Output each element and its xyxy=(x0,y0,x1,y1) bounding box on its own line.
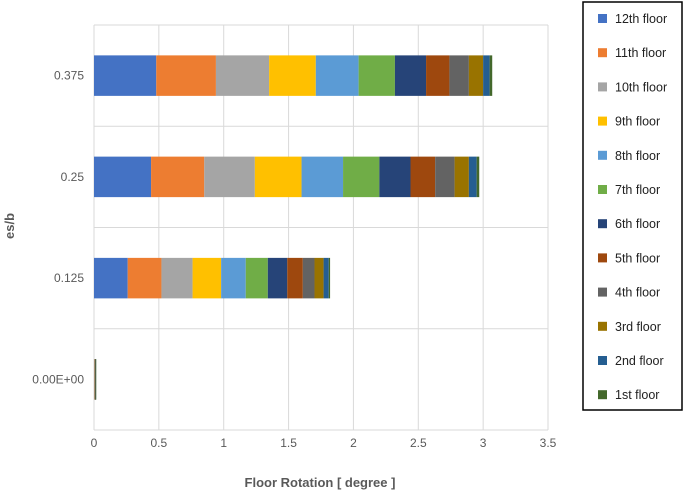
legend-label-0: 12th floor xyxy=(615,12,667,26)
legend-item-9: 3rd floor xyxy=(598,320,661,334)
y-tick-label-0: 0.00E+00 xyxy=(32,372,84,386)
legend-box xyxy=(582,1,683,411)
legend-swatch-8 xyxy=(598,287,607,297)
bar-1-11 xyxy=(328,257,331,299)
legend-label-4: 8th floor xyxy=(615,149,660,163)
legend-item-0: 12th floor xyxy=(598,12,667,26)
bar-3-3 xyxy=(269,55,316,96)
y-axis-title: es/b xyxy=(2,213,17,239)
bar-1-6 xyxy=(267,257,288,299)
legend-item-7: 5th floor xyxy=(598,251,660,265)
bar-3-9 xyxy=(468,55,484,96)
legend-swatch-11 xyxy=(598,390,607,400)
legend-label-7: 5th floor xyxy=(615,251,660,265)
x-tick-label-1: 0.5 xyxy=(151,436,168,450)
bar-0-2 xyxy=(94,359,96,400)
bar-3-5 xyxy=(358,55,395,96)
bar-3-8 xyxy=(449,55,469,96)
legend-label-6: 6th floor xyxy=(615,217,660,231)
bar-0-1 xyxy=(94,359,95,400)
legend-item-4: 8th floor xyxy=(598,149,660,163)
bar-3-6 xyxy=(394,55,427,96)
bar-1-4 xyxy=(221,257,246,299)
x-tick-label-0: 0 xyxy=(91,436,98,450)
legend-item-3: 9th floor xyxy=(598,115,660,129)
legend-swatch-7 xyxy=(598,253,607,263)
bar-2-3 xyxy=(254,156,302,198)
bar-2-2 xyxy=(204,156,255,198)
legend-item-6: 6th floor xyxy=(598,217,660,231)
legend-label-2: 10th floor xyxy=(615,80,667,94)
bar-3-10 xyxy=(483,55,490,96)
x-tick-label-5: 2.5 xyxy=(410,436,427,450)
bar-2-11 xyxy=(476,156,480,198)
legend-label-8: 4th floor xyxy=(615,286,660,300)
bar-3-4 xyxy=(315,55,359,96)
x-tick-label-4: 2 xyxy=(350,436,357,450)
legend-item-5: 7th floor xyxy=(598,183,660,197)
x-tick-label-2: 1 xyxy=(220,436,227,450)
bar-1-8 xyxy=(302,257,315,299)
bar-1-7 xyxy=(287,257,303,299)
legend-swatch-1 xyxy=(598,48,607,58)
legend-swatch-4 xyxy=(598,150,607,160)
bar-1-0 xyxy=(94,257,128,299)
legend-label-9: 3rd floor xyxy=(615,320,661,334)
bar-3-7 xyxy=(426,55,450,96)
bar-2-10 xyxy=(468,156,477,198)
legend-swatch-0 xyxy=(598,14,607,23)
bars xyxy=(94,55,493,400)
y-tick-label-3: 0.375 xyxy=(54,69,84,83)
legend-swatch-9 xyxy=(598,321,607,331)
x-axis-ticks: 0 0.5 1 1.5 2 2.5 3 3.5 xyxy=(91,436,557,450)
legend-swatch-10 xyxy=(598,356,607,365)
bar-1-3 xyxy=(192,257,222,299)
x-tick-label-6: 3 xyxy=(480,436,487,450)
bar-2-9 xyxy=(454,156,469,198)
legend-label-3: 9th floor xyxy=(615,115,660,129)
y-axis-ticks: 0.00E+00 0.125 0.25 0.375 xyxy=(32,69,84,387)
bar-0-0 xyxy=(94,359,95,400)
bar-1-9 xyxy=(314,257,324,299)
legend-label-11: 1st floor xyxy=(615,388,659,402)
legend-item-2: 10th floor xyxy=(598,80,667,94)
legend-item-11: 1st floor xyxy=(598,388,659,402)
legend-item-8: 4th floor xyxy=(598,286,660,300)
bar-1-10 xyxy=(323,257,329,299)
x-axis-title: Floor Rotation [ degree ] xyxy=(245,475,396,490)
legend-label-1: 11th floor xyxy=(615,46,666,60)
bar-3-1 xyxy=(156,55,216,96)
bar-2-5 xyxy=(343,156,380,198)
bar-2-8 xyxy=(435,156,455,198)
x-tick-label-7: 3.5 xyxy=(540,436,557,450)
legend-swatch-3 xyxy=(598,116,607,126)
legend-item-10: 2nd floor xyxy=(598,354,664,368)
bar-1-1 xyxy=(127,257,162,299)
bar-3-2 xyxy=(215,55,270,96)
bar-1-5 xyxy=(245,257,268,299)
legend-swatch-5 xyxy=(598,185,607,194)
legend-label-5: 7th floor xyxy=(615,183,660,197)
bar-2-6 xyxy=(379,156,411,198)
bar-3-11 xyxy=(489,55,493,96)
y-tick-label-2: 0.25 xyxy=(61,170,85,184)
x-tick-label-3: 1.5 xyxy=(280,436,297,450)
bar-0-11 xyxy=(95,359,97,400)
bar-2-7 xyxy=(410,156,436,198)
bar-2-4 xyxy=(301,156,344,198)
legend: 12th floor 11th floor 10th floor 9th floor 8… xyxy=(598,12,667,402)
legend-swatch-2 xyxy=(598,82,607,92)
bar-3-0 xyxy=(94,55,157,96)
legend-label-10: 2nd floor xyxy=(615,354,664,368)
legend-swatch-6 xyxy=(598,219,607,229)
bar-2-1 xyxy=(151,156,205,198)
bar-2-0 xyxy=(94,156,152,198)
y-tick-label-1: 0.125 xyxy=(54,271,84,285)
bar-1-2 xyxy=(161,257,193,299)
legend-item-1: 11th floor xyxy=(598,46,666,60)
